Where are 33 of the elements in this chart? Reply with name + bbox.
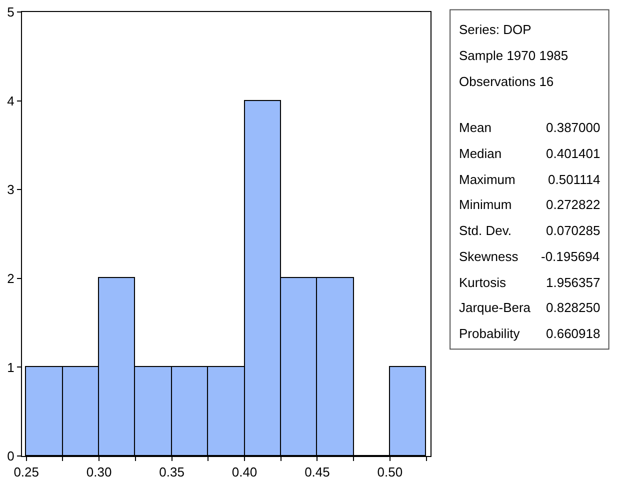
text: 0.272822	[546, 197, 600, 212]
y-tick-label: 2	[7, 270, 14, 286]
category-label: Jarque-Bera	[459, 300, 532, 315]
text: 0.501114	[548, 172, 600, 187]
x-tick-label: 0.35	[159, 464, 184, 480]
text: 0.070285	[546, 223, 600, 238]
category-label: Skewness	[459, 249, 519, 264]
text: Observations 16	[459, 74, 554, 89]
category-label: Std. Dev.	[459, 223, 512, 238]
text: Sample 1970 1985	[459, 48, 568, 63]
text: 0.387000	[546, 120, 600, 135]
text: Series: DOP	[459, 22, 532, 37]
text: -0.195694	[541, 249, 600, 264]
y-tick-label: 0	[7, 448, 14, 464]
y-tick-label: 3	[7, 182, 14, 198]
text: 1.956357	[546, 275, 600, 290]
text: 0.660918	[546, 326, 600, 341]
category-label: Mean	[459, 120, 492, 135]
category-label: Minimum	[459, 197, 512, 212]
category-label: Median	[459, 146, 502, 161]
y-tick-label: 4	[7, 93, 14, 108]
y-tick-label: 1	[7, 360, 14, 375]
x-tick-label: 0.50	[377, 464, 403, 480]
category-label: Maximum	[459, 172, 516, 187]
x-tick-label: 0.25	[14, 464, 40, 480]
x-tick-label: 0.40	[232, 464, 258, 480]
y-tick-label: 5	[7, 4, 14, 20]
x-tick-label: 0.45	[304, 464, 330, 480]
category-label: Kurtosis	[459, 275, 506, 290]
x-tick-label: 0.30	[86, 464, 112, 480]
text: 0.401401	[546, 146, 600, 161]
category-label: Probability	[459, 326, 520, 341]
text: 0.828250	[546, 300, 600, 315]
